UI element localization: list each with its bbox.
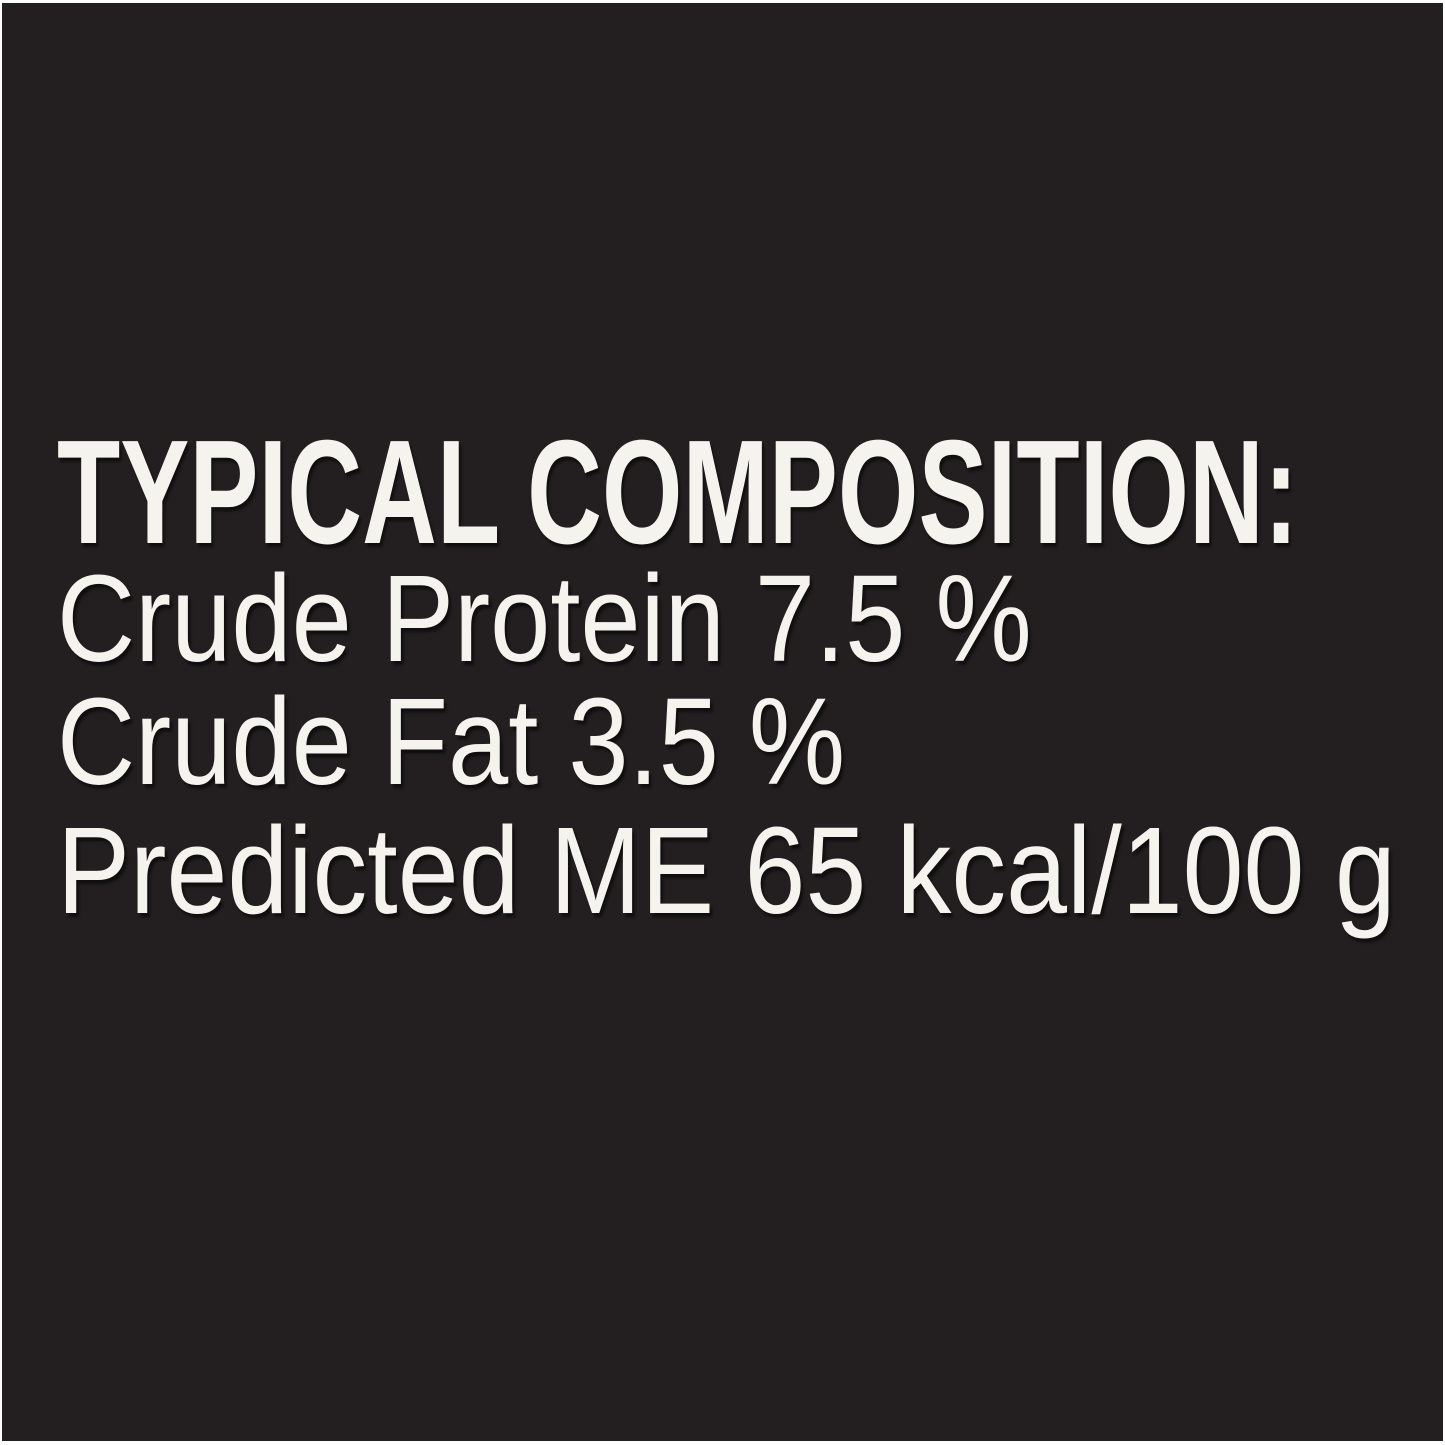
composition-title: TYPICAL COMPOSITION:	[57, 410, 1299, 575]
crude-protein-line: Crude Protein 7.5 %	[57, 551, 1032, 688]
crude-fat-line: Crude Fat 3.5 %	[57, 674, 846, 811]
predicted-me-line: Predicted ME 65 kcal/100 g	[57, 803, 1396, 940]
composition-panel: TYPICAL COMPOSITION: Crude Protein 7.5 %…	[2, 3, 1443, 1441]
